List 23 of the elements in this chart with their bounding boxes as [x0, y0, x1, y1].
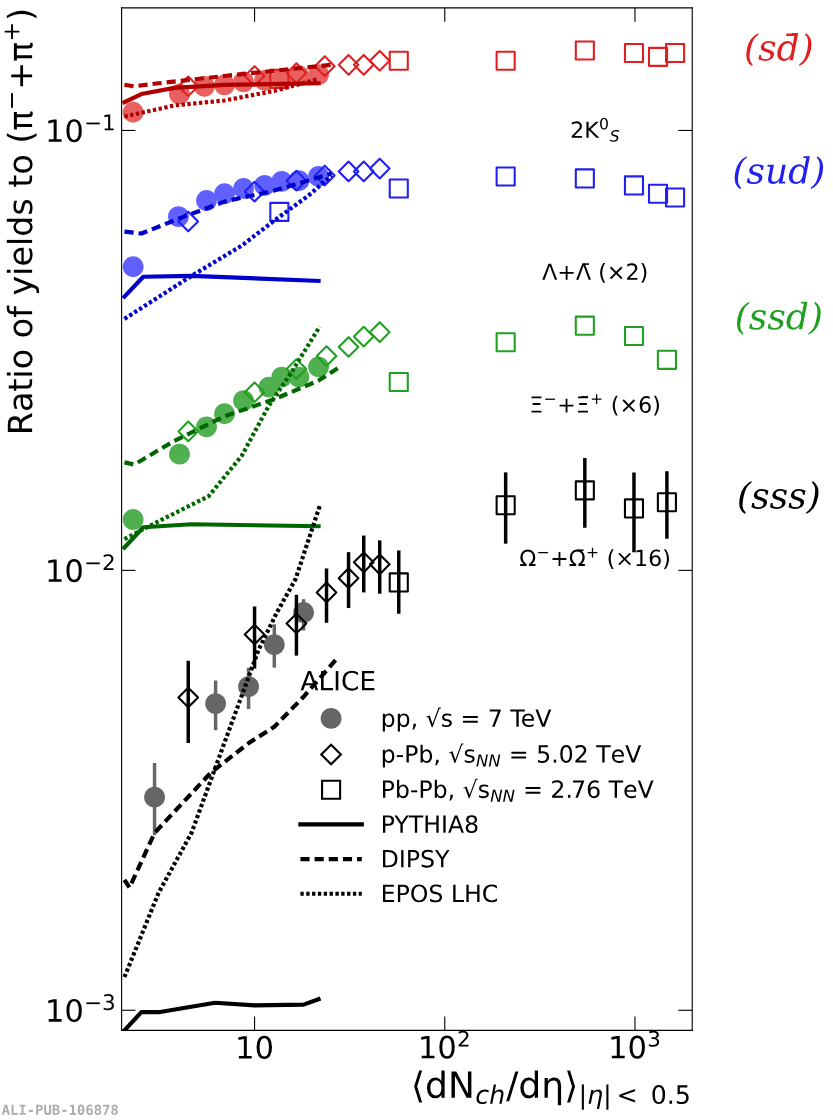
x-axis-title: ⟨dN$_{ch}$/dη⟩$_{|η|< 0.5}$	[414, 1070, 689, 1110]
annotation: Ξ$^{−}$+Ξ̄$^{+}$ (×6)	[531, 394, 659, 416]
text: (sud)	[734, 156, 824, 190]
annotation: Ω$^{−}$+Ω̄$^{+}$ (×16)	[520, 547, 670, 569]
legend-label: DIPSY	[382, 849, 450, 868]
text: (sss)	[739, 480, 819, 514]
legend-label: Pb-Pb, √s$_{NN}$ = 2.76 TeV	[382, 778, 654, 802]
x-tick-label: 10$^{2}$	[421, 1030, 469, 1059]
y-tick-label: 10$^{−3}$	[48, 994, 114, 1023]
annotation: Λ+Λ̄ (×2)	[542, 262, 647, 283]
text: ALI-PUB-106878	[1, 1104, 118, 1116]
y-tick-label: 10$^{−1}$	[48, 114, 114, 143]
y-axis-title: Ratio of yields to (π$^{−}$+π$^{+}$)	[4, 10, 40, 432]
legend-label: pp, √s = 7 TeV	[382, 707, 552, 732]
legend-label: PYTHIA8	[382, 815, 478, 834]
annotation: 2K$^{0}$$_{S}$	[571, 117, 620, 142]
x-tick-label: 10$^{3}$	[611, 1030, 660, 1059]
text: (ssd)	[736, 301, 821, 335]
x-tick-label: 10	[238, 1035, 272, 1059]
legend-label: p-Pb, √s$_{NN}$ = 5.02 TeV	[382, 743, 642, 768]
legend-label: EPOS LHC	[382, 884, 498, 903]
text: (sd̄)	[746, 32, 812, 66]
y-tick-label: 10$^{−2}$	[48, 554, 114, 583]
